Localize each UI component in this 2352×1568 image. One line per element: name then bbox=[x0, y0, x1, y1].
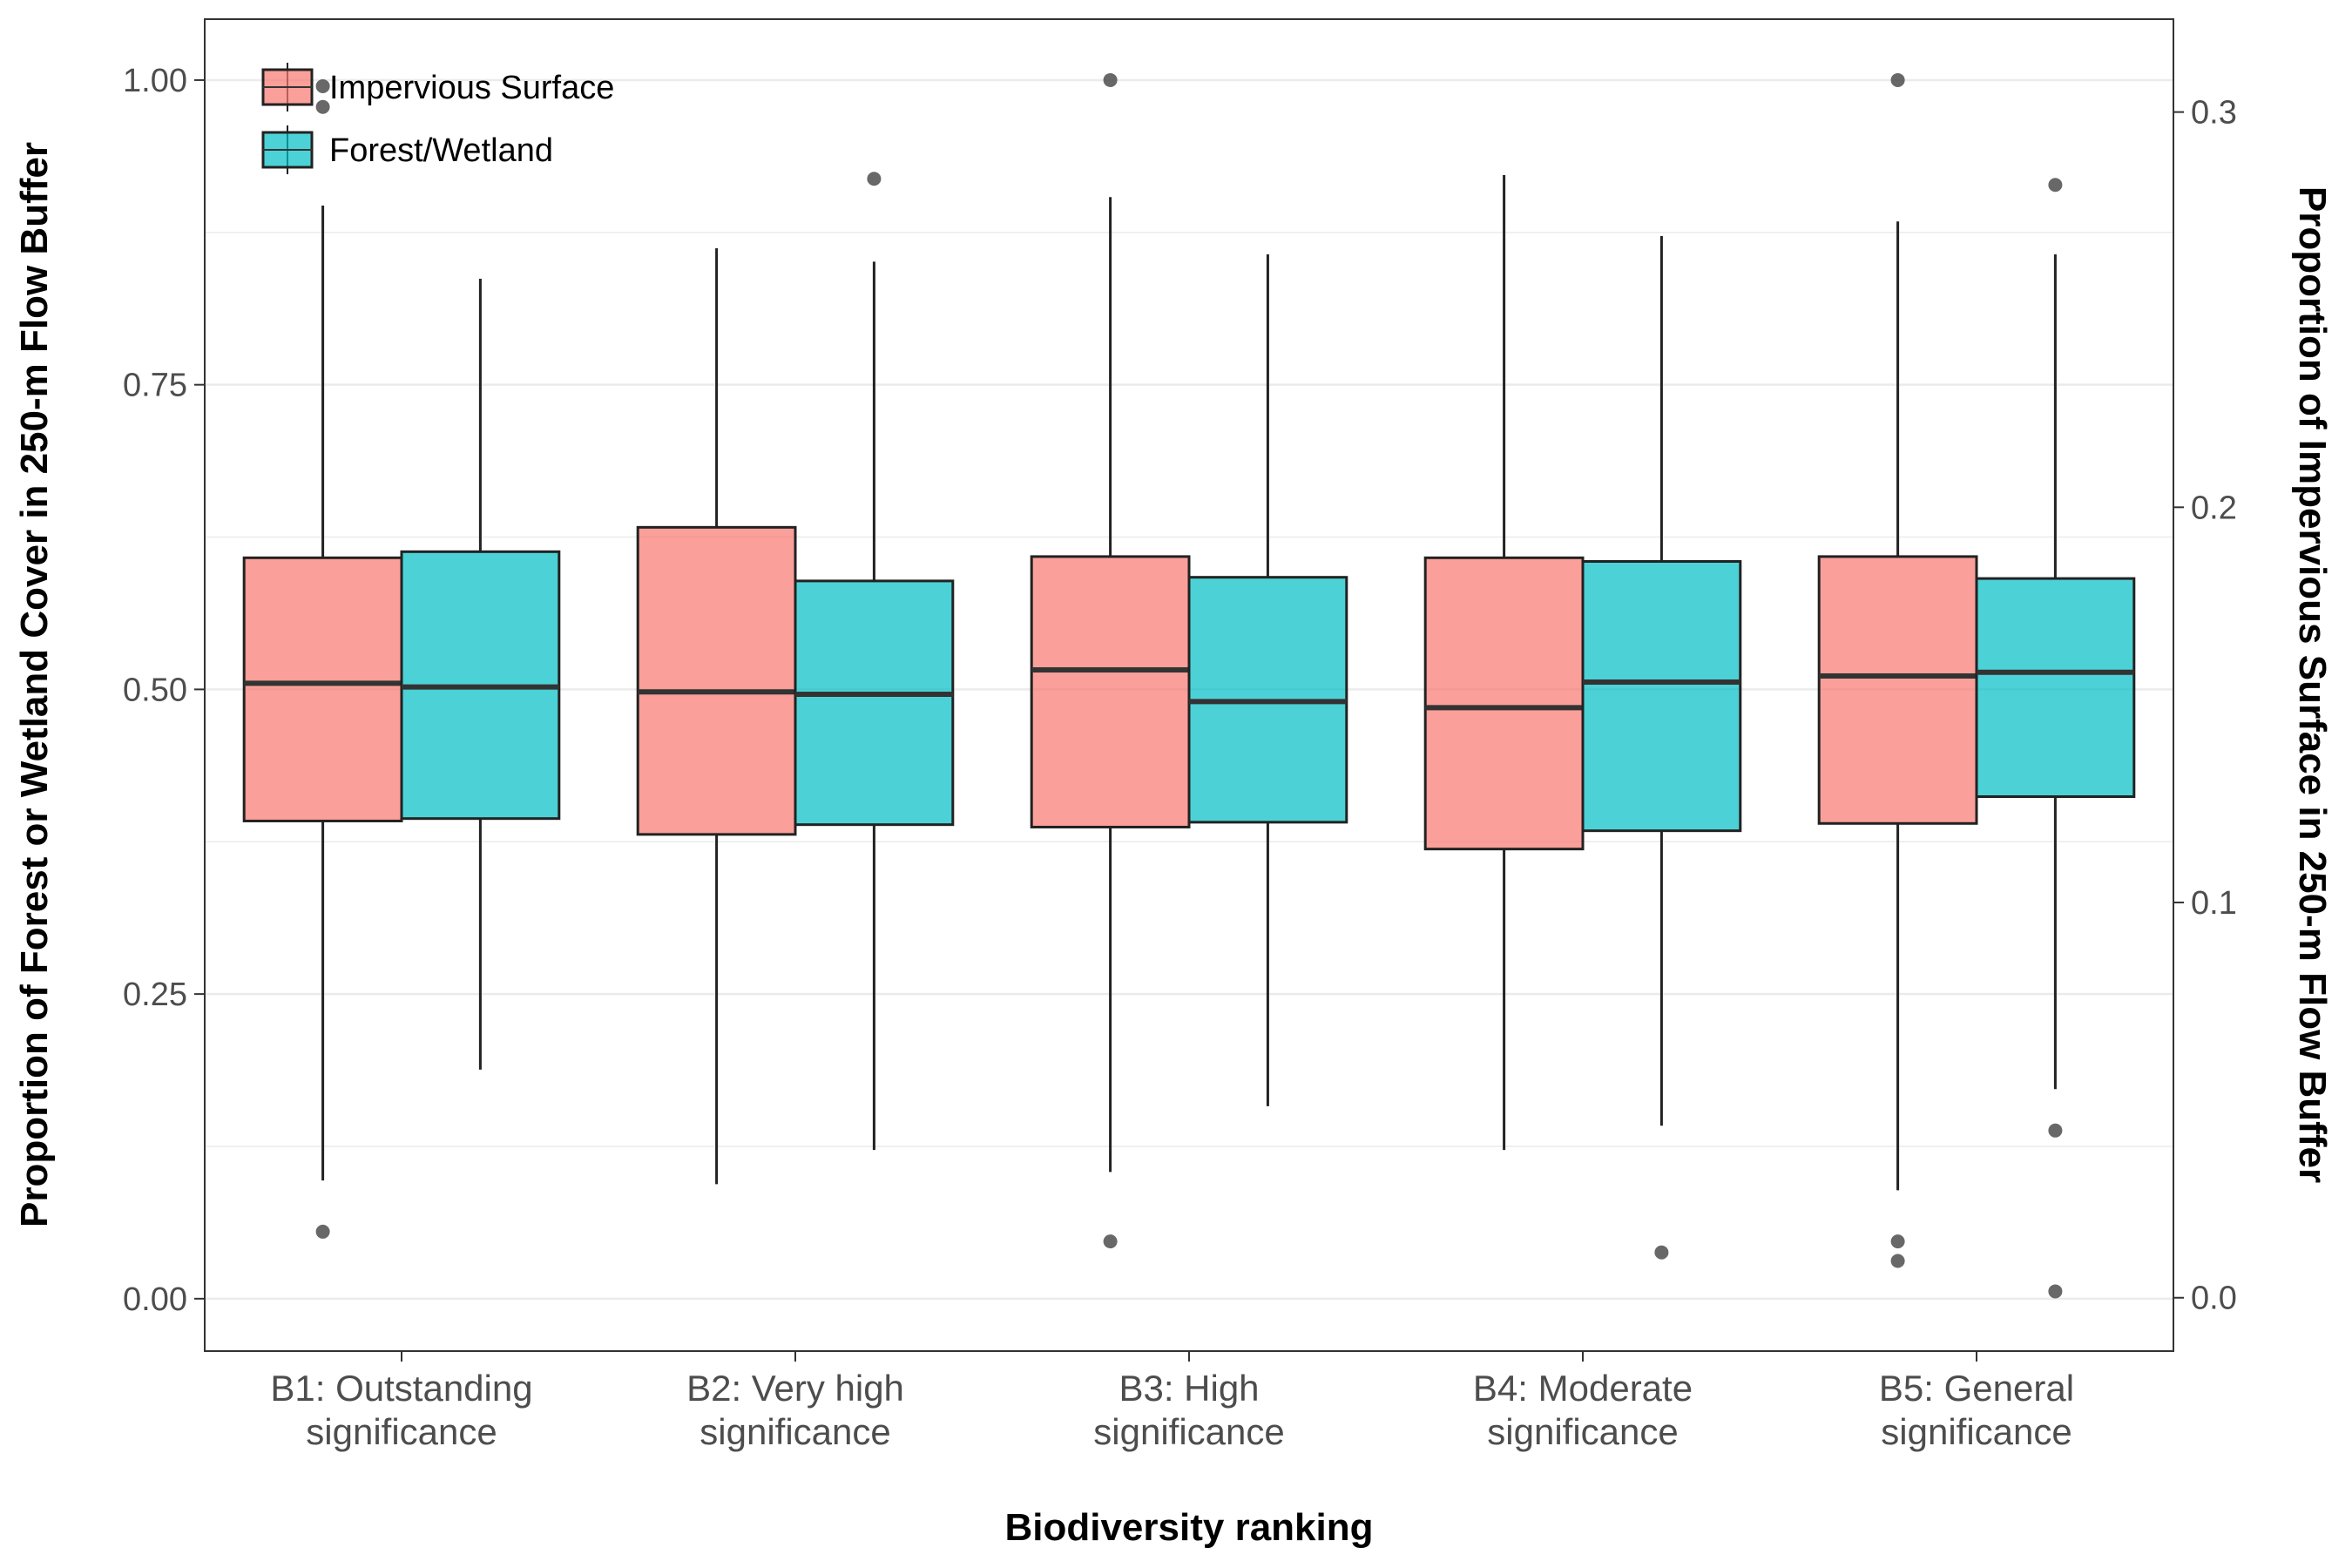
x-tick-label-line: significance bbox=[700, 1411, 890, 1452]
y2-tick-label: 0.2 bbox=[2191, 490, 2237, 526]
box-group bbox=[400, 278, 561, 1070]
x-tick-label: B2: Very high significance bbox=[686, 1368, 904, 1452]
x-tick-label: B3: High significance bbox=[1093, 1368, 1284, 1452]
x-tick-label-line: significance bbox=[1093, 1411, 1284, 1452]
legend-label: Forest/Wetland bbox=[329, 132, 553, 169]
iqr-box bbox=[1975, 577, 2136, 798]
y-tick-label: 0.00 bbox=[123, 1281, 187, 1318]
x-tick-label: B4: Moderate significance bbox=[1473, 1368, 1693, 1452]
right-axis-title: Proportion of Impervious Surface in 250-… bbox=[2291, 186, 2334, 1183]
y-tick-label: 0.50 bbox=[123, 672, 187, 708]
y2-tick-label: 0.3 bbox=[2191, 95, 2237, 132]
box-group bbox=[1030, 72, 1191, 1249]
iqr-box bbox=[1817, 555, 1978, 825]
outlier-point bbox=[315, 99, 330, 114]
iqr-box bbox=[1423, 556, 1585, 851]
left-y-axis: 0.00 0.25 0.50 0.75 1.00 bbox=[123, 63, 205, 1318]
left-axis-title: Proportion of Forest or Wetland Cover in… bbox=[13, 142, 56, 1227]
box-group bbox=[1581, 236, 1742, 1260]
iqr-box bbox=[794, 579, 955, 827]
box-series bbox=[242, 72, 2136, 1299]
x-tick-label: B5: General significance bbox=[1879, 1368, 2074, 1452]
iqr-box bbox=[242, 556, 403, 822]
x-tick-label: B1: Outstanding significance bbox=[270, 1368, 532, 1452]
x-axis-title: Biodiversity ranking bbox=[1004, 1506, 1373, 1549]
outlier-point bbox=[315, 78, 330, 93]
box-group bbox=[1423, 175, 1585, 1151]
outlier-point bbox=[315, 1224, 330, 1239]
outlier-point bbox=[1890, 72, 1905, 87]
y2-tick-label: 0.1 bbox=[2191, 885, 2237, 922]
y2-tick-label: 0.0 bbox=[2191, 1281, 2237, 1317]
x-tick-label-line: B5: General bbox=[1879, 1368, 2074, 1409]
legend: Impervious Surface Forest/Wetland bbox=[261, 63, 614, 174]
outlier-point bbox=[1890, 1234, 1905, 1249]
outlier-point bbox=[2048, 1284, 2063, 1299]
x-tick-label-line: significance bbox=[1487, 1411, 1678, 1452]
gridlines bbox=[205, 78, 2173, 1301]
iqr-box bbox=[1581, 560, 1742, 833]
outlier-point bbox=[1654, 1245, 1669, 1260]
y-tick-label: 0.75 bbox=[123, 368, 187, 404]
box-group bbox=[1187, 253, 1348, 1106]
x-tick-label-line: B2: Very high bbox=[686, 1368, 904, 1409]
x-tick-label-line: B3: High bbox=[1119, 1368, 1259, 1409]
outlier-point bbox=[1103, 72, 1118, 87]
outlier-point bbox=[1103, 1234, 1118, 1249]
y-tick-label: 0.25 bbox=[123, 977, 187, 1013]
x-tick-label-line: B4: Moderate bbox=[1473, 1368, 1693, 1409]
right-y-axis: 0.0 0.1 0.2 0.3 bbox=[2173, 95, 2237, 1317]
outlier-point bbox=[867, 172, 882, 186]
x-tick-label-line: B1: Outstanding bbox=[270, 1368, 532, 1409]
outlier-point bbox=[1890, 1254, 1905, 1268]
outlier-point bbox=[2048, 1123, 2063, 1138]
outlier-point bbox=[2048, 178, 2063, 193]
box-group bbox=[794, 172, 955, 1151]
box-group bbox=[1817, 72, 1978, 1268]
x-tick-label-line: significance bbox=[306, 1411, 497, 1452]
iqr-box bbox=[636, 525, 797, 836]
box-group bbox=[1975, 178, 2136, 1299]
y-tick-label: 1.00 bbox=[123, 63, 187, 99]
iqr-box bbox=[1030, 555, 1191, 828]
box-group bbox=[636, 247, 797, 1185]
x-tick-label-line: significance bbox=[1881, 1411, 2072, 1452]
legend-label: Impervious Surface bbox=[329, 70, 614, 106]
